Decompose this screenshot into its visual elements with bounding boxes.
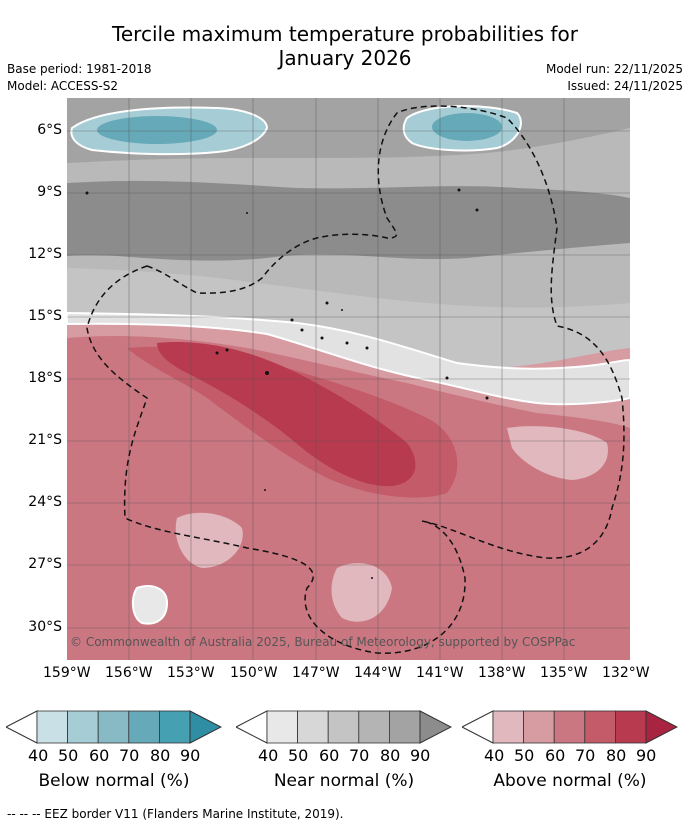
near-normal-label: Near normal (%): [273, 771, 415, 791]
y-tick-30s: 30°S: [28, 619, 62, 635]
x-tick-132w: 132°W: [602, 665, 650, 681]
issued-label: Issued: 24/11/2025: [567, 79, 683, 93]
colorbar-below-seg-2: [67, 710, 99, 744]
colorbar-above-seg-2: [523, 710, 555, 744]
below-normal-label: Below normal (%): [38, 771, 190, 791]
near-tick-50: 50: [288, 746, 309, 765]
near-tick-70: 70: [349, 746, 370, 765]
near-tick-90: 90: [410, 746, 431, 765]
near-normal-south-patch: [131, 585, 169, 625]
colorbar-near-seg-5: [388, 710, 421, 744]
near-tick-60: 60: [319, 746, 340, 765]
model-run-label: Model run: 22/11/2025: [545, 62, 683, 76]
colorbar-near-seg-4: [358, 710, 390, 744]
colorbar-below-min-arrow: [6, 710, 38, 744]
colorbar-below-seg-4: [128, 710, 160, 744]
near-normal-80-band: [67, 180, 630, 261]
eez-footnote: -- -- -- EEZ border V11 (Flanders Marine…: [7, 807, 344, 821]
y-tick-21s: 21°S: [28, 432, 62, 448]
map-svg: © Commonwealth of Australia 2025, Bureau…: [67, 98, 630, 660]
y-tick-12s: 12°S: [28, 246, 62, 262]
model-label: Model: ACCESS-S2: [7, 79, 119, 93]
colorbar-above-min-arrow: [462, 710, 494, 744]
colorbar-near-min-arrow: [236, 710, 268, 744]
above-tick-50: 50: [514, 746, 535, 765]
map-gridlines: [67, 98, 630, 660]
colorbar-near-seg-2: [297, 710, 329, 744]
below-normal-west-core: [97, 116, 217, 144]
colorbar-near-seg-1: [266, 710, 299, 744]
colorbar-below-seg-1: [36, 710, 69, 744]
title-line-1: Tercile maximum temperature probabilitie…: [112, 22, 578, 46]
below-tick-80: 80: [150, 746, 171, 765]
x-tick-144w: 144°W: [354, 665, 402, 681]
above-normal-40-patch-2: [331, 563, 392, 622]
colorbar-above-normal: [462, 710, 678, 744]
eez-border: [86, 105, 625, 654]
islands: [85, 188, 489, 579]
above-tick-70: 70: [575, 746, 596, 765]
colorbar-near-max-arrow: [419, 710, 452, 744]
x-tick-141w: 141°W: [416, 665, 464, 681]
x-tick-147w: 147°W: [292, 665, 340, 681]
y-tick-15s: 15°S: [28, 308, 62, 324]
x-tick-153w: 153°W: [167, 665, 215, 681]
x-tick-150w: 150°W: [230, 665, 278, 681]
colorbar-above-max-arrow: [645, 710, 678, 744]
near-normal-60-band: [67, 268, 630, 368]
above-tick-60: 60: [545, 746, 566, 765]
colorbar-near-seg-3: [327, 710, 360, 744]
colorbar-below-max-arrow: [189, 710, 222, 744]
above-normal-label: Above normal (%): [493, 771, 647, 791]
x-tick-138w: 138°W: [478, 665, 526, 681]
y-tick-27s: 27°S: [28, 556, 62, 572]
x-tick-135w: 135°W: [540, 665, 588, 681]
below-tick-50: 50: [58, 746, 79, 765]
y-tick-6s: 6°S: [37, 122, 62, 138]
colorbar-above-seg-4: [584, 710, 616, 744]
colorbar-below-seg-3: [97, 710, 130, 744]
title-line-2: January 2026: [278, 46, 412, 70]
probability-map: © Commonwealth of Australia 2025, Bureau…: [67, 98, 630, 660]
chart-title: Tercile maximum temperature probabilitie…: [0, 22, 690, 70]
above-normal-east-patch: [507, 426, 608, 480]
above-tick-80: 80: [606, 746, 627, 765]
near-tick-40: 40: [258, 746, 279, 765]
above-tick-90: 90: [636, 746, 657, 765]
y-tick-9s: 9°S: [37, 184, 62, 200]
near-normal-50-band: [67, 311, 630, 406]
y-tick-24s: 24°S: [28, 494, 62, 510]
below-tick-70: 70: [119, 746, 140, 765]
colorbar-above-seg-5: [614, 710, 647, 744]
copyright-text: © Commonwealth of Australia 2025, Bureau…: [70, 635, 575, 649]
near-tick-80: 80: [380, 746, 401, 765]
above-normal-80-region: [157, 342, 416, 487]
colorbar-above-seg-1: [492, 710, 525, 744]
below-tick-40: 40: [28, 746, 49, 765]
x-tick-159w: 159°W: [43, 665, 91, 681]
above-normal-60-region: [67, 336, 630, 660]
y-tick-18s: 18°S: [28, 370, 62, 386]
below-tick-60: 60: [89, 746, 110, 765]
colorbar-near-normal: [236, 710, 452, 744]
base-period-label: Base period: 1981-2018: [7, 62, 152, 76]
colorbar-above-seg-3: [553, 710, 586, 744]
below-normal-east-core: [432, 113, 502, 141]
colorbar-below-seg-5: [158, 710, 191, 744]
colorbar-below-normal: [6, 710, 222, 744]
x-tick-156w: 156°W: [105, 665, 153, 681]
above-tick-40: 40: [484, 746, 505, 765]
below-tick-90: 90: [180, 746, 201, 765]
